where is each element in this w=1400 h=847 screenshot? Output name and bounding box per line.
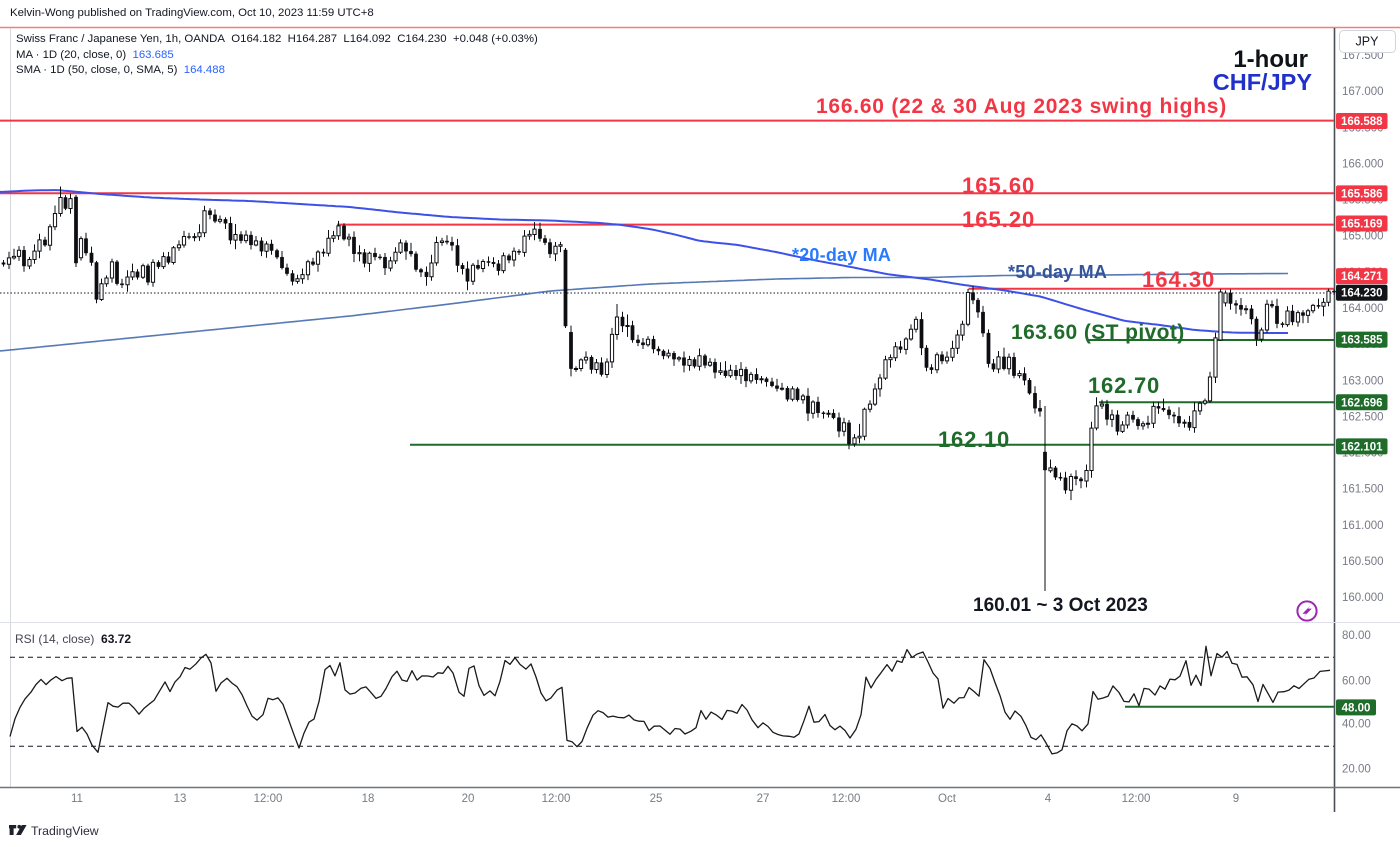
- svg-text:163.000: 163.000: [1342, 375, 1384, 387]
- svg-text:12:00: 12:00: [542, 793, 571, 805]
- svg-text:27: 27: [757, 793, 770, 805]
- svg-text:166.000: 166.000: [1342, 159, 1384, 171]
- svg-text:20: 20: [462, 793, 475, 805]
- svg-text:60.00: 60.00: [1342, 675, 1371, 687]
- svg-text:11: 11: [71, 793, 83, 805]
- svg-text:13: 13: [174, 793, 187, 805]
- svg-text:12:00: 12:00: [1122, 793, 1151, 805]
- svg-text:20.00: 20.00: [1342, 763, 1371, 775]
- svg-text:165.000: 165.000: [1342, 231, 1384, 243]
- svg-text:167.500: 167.500: [1342, 50, 1384, 62]
- svg-text:18: 18: [362, 793, 375, 805]
- svg-text:166.588: 166.588: [1341, 116, 1383, 128]
- svg-text:162.500: 162.500: [1342, 411, 1384, 423]
- svg-text:161.500: 161.500: [1342, 484, 1384, 496]
- svg-text:Oct: Oct: [938, 793, 957, 805]
- svg-text:25: 25: [650, 793, 663, 805]
- svg-text:48.00: 48.00: [1342, 702, 1371, 714]
- svg-text:9: 9: [1233, 793, 1239, 805]
- svg-text:164.230: 164.230: [1341, 288, 1383, 300]
- svg-text:40.00: 40.00: [1342, 719, 1371, 731]
- svg-text:80.00: 80.00: [1342, 630, 1371, 642]
- svg-text:4: 4: [1045, 793, 1052, 805]
- svg-text:160.500: 160.500: [1342, 556, 1384, 568]
- svg-text:164.000: 164.000: [1342, 303, 1384, 315]
- svg-text:163.585: 163.585: [1341, 335, 1383, 347]
- svg-text:JPY: JPY: [1356, 35, 1380, 49]
- svg-text:160.000: 160.000: [1342, 592, 1384, 604]
- svg-text:12:00: 12:00: [832, 793, 861, 805]
- svg-text:165.169: 165.169: [1341, 219, 1383, 231]
- svg-text:162.696: 162.696: [1341, 397, 1383, 409]
- svg-text:162.101: 162.101: [1341, 441, 1383, 453]
- svg-text:12:00: 12:00: [254, 793, 283, 805]
- svg-text:164.271: 164.271: [1341, 271, 1383, 283]
- svg-text:165.586: 165.586: [1341, 188, 1383, 200]
- svg-text:167.000: 167.000: [1342, 86, 1384, 98]
- svg-text:161.000: 161.000: [1342, 520, 1384, 532]
